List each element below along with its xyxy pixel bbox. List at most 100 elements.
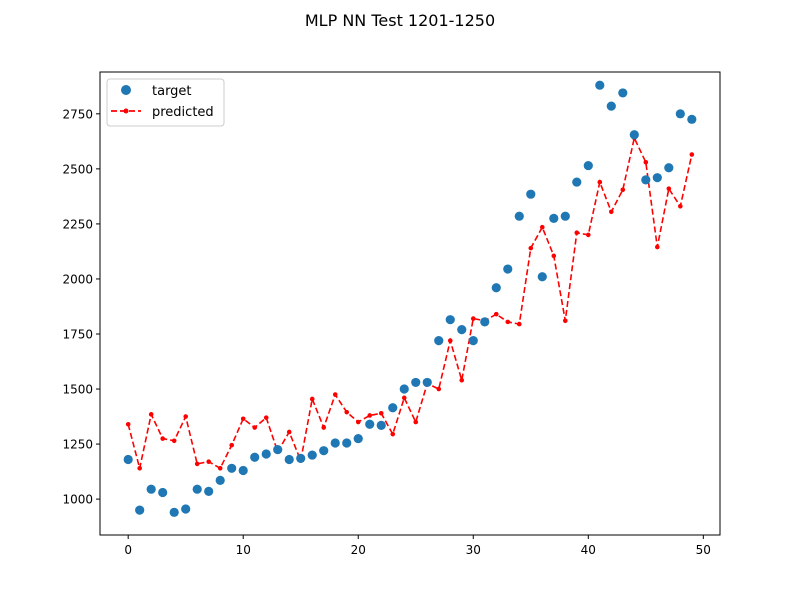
target-point: [434, 335, 444, 346]
target-point: [664, 163, 674, 173]
predicted-point: [413, 419, 419, 425]
legend-target-label: target: [152, 84, 192, 99]
predicted-point: [183, 414, 188, 419]
y-tick-label: 1000: [62, 493, 93, 507]
predicted-point: [436, 386, 442, 392]
target-point: [261, 449, 271, 459]
target-point: [284, 454, 294, 465]
predicted-point: [655, 244, 660, 250]
target-point: [181, 504, 191, 514]
predicted-point: [666, 186, 672, 191]
predicted-point: [459, 377, 465, 383]
predicted-point: [367, 413, 373, 418]
target-point: [641, 175, 651, 185]
legend-box: [106, 78, 225, 127]
predicted-point: [171, 438, 177, 444]
target-point: [376, 420, 386, 430]
target-point: [388, 403, 398, 413]
predicted-point: [194, 461, 200, 467]
target-series: [123, 80, 697, 517]
predicted-point: [321, 425, 327, 430]
predicted-point: [539, 224, 545, 230]
target-point: [629, 130, 639, 140]
predicted-point: [332, 392, 338, 397]
target-point: [135, 505, 145, 515]
target-point: [606, 101, 616, 111]
predicted-point: [574, 230, 580, 236]
target-point: [652, 173, 662, 183]
target-point: [514, 211, 524, 221]
x-tick-label: 0: [124, 543, 132, 557]
x-tick-label: 20: [351, 543, 366, 557]
predicted-point: [470, 316, 476, 321]
target-point: [491, 283, 501, 293]
predicted-point: [263, 415, 269, 420]
predicted-line: [127, 135, 693, 470]
y-tick-label: 2500: [62, 162, 93, 176]
chart-title: MLP NN Test 1201-1250: [305, 11, 495, 30]
y-tick-label: 2750: [62, 107, 93, 121]
target-point: [583, 160, 593, 171]
x-axis: 0 10 20 30 40 50: [124, 535, 711, 557]
y-axis: 1000 1250 1500 1750 2000 2250 2500 2750: [62, 107, 100, 507]
target-point: [526, 189, 536, 199]
predicted-point: [528, 245, 534, 251]
target-point: [572, 177, 582, 187]
target-point: [158, 487, 168, 498]
target-point: [549, 213, 559, 224]
target-point: [468, 335, 478, 346]
y-tick-label: 1500: [62, 383, 93, 397]
predicted-point: [217, 465, 223, 471]
predicted-point: [516, 321, 522, 327]
target-point: [457, 324, 467, 335]
target-point: [537, 272, 547, 282]
target-point: [342, 438, 352, 448]
target-point: [238, 465, 248, 476]
y-tick-label: 1750: [62, 327, 93, 341]
x-tick-label: 50: [696, 543, 711, 557]
target-point: [330, 438, 340, 448]
predicted-point: [137, 465, 142, 471]
target-point: [250, 452, 260, 462]
target-point: [296, 453, 306, 463]
predicted-point: [562, 318, 568, 324]
x-tick-label: 30: [466, 543, 481, 557]
target-point: [169, 507, 179, 517]
target-point: [503, 264, 513, 274]
legend: target predicted: [106, 78, 225, 127]
predicted-point: [447, 338, 453, 343]
predicted-point: [643, 159, 649, 165]
predicted-point: [585, 232, 591, 238]
target-point: [480, 317, 490, 327]
legend-target-marker: [121, 85, 131, 95]
x-tick-label: 10: [236, 543, 251, 557]
predicted-point: [355, 419, 361, 425]
predicted-point: [240, 416, 246, 422]
predicted-point: [390, 431, 396, 437]
predicted-point: [206, 459, 212, 464]
predicted-point: [493, 311, 499, 317]
predicted-point: [229, 442, 235, 448]
target-point: [687, 114, 697, 124]
y-tick-label: 1250: [62, 438, 93, 452]
predicted-point: [344, 409, 350, 415]
predicted-point: [401, 395, 407, 401]
target-point: [560, 211, 570, 221]
legend-predicted-label: predicted: [152, 105, 214, 120]
target-point: [399, 384, 409, 394]
predicted-point: [551, 253, 557, 259]
predicted-point: [125, 421, 131, 427]
target-point: [215, 475, 225, 485]
target-point: [204, 486, 214, 497]
predicted-point: [378, 410, 384, 416]
predicted-point: [608, 209, 614, 215]
target-point: [273, 444, 283, 455]
predicted-point: [505, 319, 511, 325]
x-tick-label: 40: [581, 543, 596, 557]
predicted-point: [620, 187, 626, 193]
predicted-point: [309, 396, 315, 402]
target-point: [595, 80, 605, 90]
target-point: [445, 315, 455, 325]
